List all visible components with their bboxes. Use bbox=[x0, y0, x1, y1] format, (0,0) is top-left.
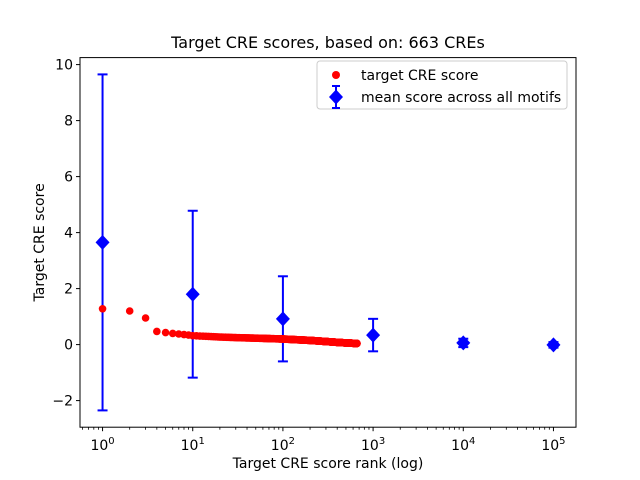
x-axis-label: Target CRE score rank (log) bbox=[232, 456, 424, 472]
y-tick-label: 8 bbox=[64, 114, 73, 130]
y-tick-label: −2 bbox=[52, 394, 73, 410]
x-tick-label: 102 bbox=[271, 436, 295, 454]
y-axis: −2 0 2 4 6 8 10 bbox=[52, 58, 80, 410]
legend-marker-target-score bbox=[332, 71, 340, 79]
y-tick-label: 2 bbox=[64, 282, 73, 298]
mean-score-point bbox=[366, 327, 381, 343]
x-tick-label: 104 bbox=[451, 436, 475, 454]
target-score-point bbox=[98, 304, 107, 313]
y-tick-label: 0 bbox=[64, 338, 73, 354]
y-tick-label: 6 bbox=[64, 170, 73, 186]
mean-score-point bbox=[95, 234, 110, 250]
target-score-point bbox=[153, 327, 161, 336]
target-score-point bbox=[168, 329, 177, 338]
chart-title: Target CRE scores, based on: 663 CREs bbox=[170, 33, 485, 52]
legend-label-mean-score: mean score across all motifs bbox=[361, 90, 561, 106]
target-score-point bbox=[161, 328, 170, 337]
target-score-point bbox=[353, 339, 361, 348]
y-axis-label: Target CRE score bbox=[32, 183, 48, 302]
x-tick-label: 103 bbox=[361, 436, 385, 454]
mean-score-point bbox=[185, 286, 200, 302]
mean-score-point bbox=[546, 337, 561, 353]
x-tick-label: 100 bbox=[90, 436, 114, 454]
x-axis: 100 101 102 103 104 105 bbox=[82, 427, 566, 454]
mean-score-point bbox=[456, 335, 471, 351]
target-score-point bbox=[141, 314, 150, 322]
target-score-point bbox=[125, 307, 134, 315]
mean-score-point bbox=[275, 311, 290, 327]
legend: target CRE score mean score across all mo… bbox=[316, 60, 568, 110]
legend-box bbox=[316, 60, 568, 110]
axes-frame bbox=[79, 57, 577, 428]
y-tick-label: 10 bbox=[55, 58, 73, 74]
target-score-series bbox=[98, 304, 361, 348]
mean-score-errorbar-series bbox=[95, 73, 561, 412]
x-tick-label: 105 bbox=[541, 436, 565, 454]
x-tick-label: 101 bbox=[181, 436, 205, 454]
y-tick-label: 4 bbox=[64, 226, 73, 242]
legend-label-target-score: target CRE score bbox=[361, 68, 478, 84]
legend-marker-mean-score bbox=[329, 89, 343, 105]
